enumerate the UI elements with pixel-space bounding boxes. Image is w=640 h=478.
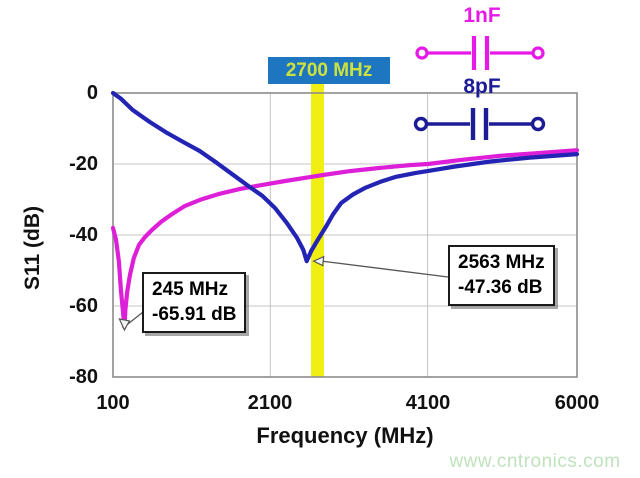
y-tick-0: 0 [86,82,98,104]
annotation-level: -65.91 dB [152,304,237,325]
x-tick-6000: 6000 [554,392,600,414]
y-tick-20: -20 [69,153,98,175]
y-tick-40: -40 [69,224,98,246]
callout-arrow-2 [312,255,325,267]
x-tick-100: 100 [96,392,130,414]
gridlines [113,93,577,377]
x-tick-2100: 2100 [247,392,293,414]
y-tick-80: -80 [69,366,98,388]
annotation-box-2563mhz: 2563 MHz -47.36 dB [448,245,555,306]
capacitor-8pf-icon [413,108,546,140]
annotation-frequency: 245 MHz [152,279,229,300]
x-axis-label: Frequency (MHz) [256,423,434,448]
capacitor-8pf-label: 8pF [463,75,501,98]
capacitor-1nf-label: 1nF [463,4,501,27]
y-axis-label: S11 (dB) [21,205,44,291]
capacitor-1nf-icon [415,36,545,70]
annotation-level: -47.36 dB [458,277,543,298]
frequency-marker-band [311,84,324,377]
callout-leader-2 [321,260,449,278]
y-tick-60: -60 [69,295,98,317]
marker-label: 2700 MHz [268,57,390,84]
annotation-frequency: 2563 MHz [458,252,545,273]
x-tick-4100: 4100 [405,392,451,414]
series-8pf-curve [110,90,580,264]
callout-arrow-1 [118,318,131,332]
watermark: www.cntronics.com [449,451,621,472]
annotation-box-245mhz: 245 MHz -65.91 dB [142,272,247,333]
